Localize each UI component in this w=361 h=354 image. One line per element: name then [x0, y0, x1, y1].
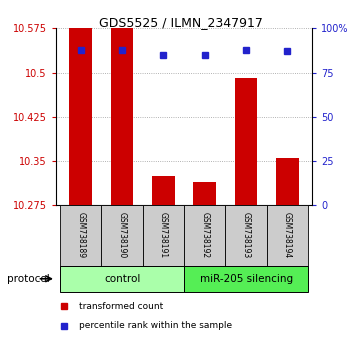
Text: control: control: [104, 274, 140, 284]
Bar: [226, 205, 267, 266]
Bar: [101, 205, 143, 266]
Text: GSM738191: GSM738191: [159, 212, 168, 258]
Text: GSM738190: GSM738190: [118, 212, 127, 258]
Bar: [267, 205, 308, 266]
Text: GSM738189: GSM738189: [76, 212, 85, 258]
Bar: [235, 79, 257, 205]
Text: percentile rank within the sample: percentile rank within the sample: [79, 321, 232, 331]
Text: protocol: protocol: [7, 274, 50, 284]
Text: transformed count: transformed count: [79, 302, 163, 311]
Bar: [111, 28, 134, 205]
Bar: [60, 205, 101, 266]
Bar: [152, 176, 175, 205]
Bar: [193, 182, 216, 205]
Text: GDS5525 / ILMN_2347917: GDS5525 / ILMN_2347917: [99, 16, 262, 29]
Text: GSM738194: GSM738194: [283, 212, 292, 258]
Bar: [184, 266, 308, 292]
Bar: [276, 158, 299, 205]
Bar: [184, 205, 226, 266]
Text: miR-205 silencing: miR-205 silencing: [200, 274, 293, 284]
Text: GSM738192: GSM738192: [200, 212, 209, 258]
Bar: [69, 28, 92, 205]
Text: GSM738193: GSM738193: [242, 212, 251, 258]
Bar: [60, 266, 184, 292]
Bar: [143, 205, 184, 266]
